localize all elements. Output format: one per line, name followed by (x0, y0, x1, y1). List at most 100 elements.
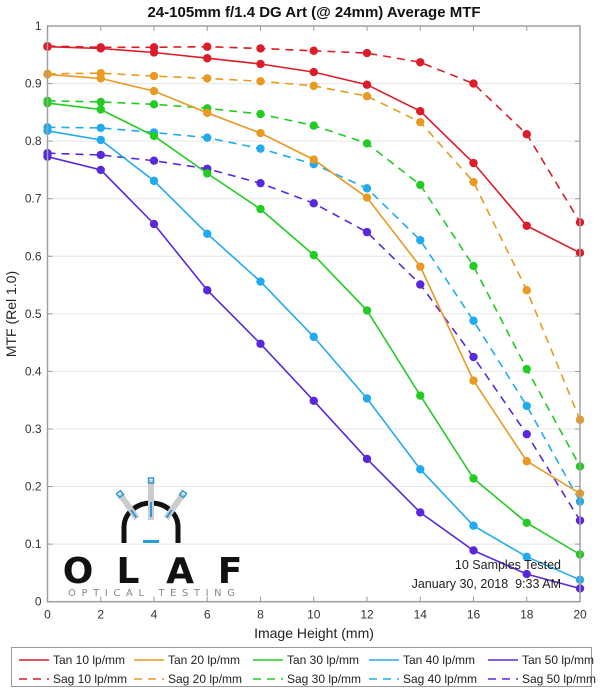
data-point (469, 261, 478, 271)
data-point (256, 128, 265, 138)
legend-item: Tan 50 lp/mm (488, 653, 594, 667)
data-point (203, 108, 212, 118)
legend-label: Sag 20 lp/mm (168, 672, 242, 686)
legend-item: Sag 10 lp/mm (19, 672, 127, 686)
data-point (522, 221, 531, 230)
data-point (149, 71, 159, 81)
legend-item: Tan 20 lp/mm (134, 653, 240, 667)
x-axis-label: Image Height (mm) (254, 625, 374, 641)
y-tick-label: 0.3 (25, 422, 42, 436)
x-tick-label: 2 (97, 608, 104, 622)
data-point (203, 42, 212, 51)
date-annotation: January 30, 2018 9:33 AM (412, 577, 561, 591)
data-point (416, 180, 425, 190)
legend-item: Sag 50 lp/mm (488, 672, 596, 686)
data-point (469, 177, 478, 187)
legend-label: Sag 50 lp/mm (522, 672, 596, 686)
data-point (149, 219, 159, 229)
y-axis-label: MTF (Rel 1.0) (3, 271, 19, 357)
data-point (256, 144, 265, 153)
data-point (522, 569, 531, 579)
y-tick-label: 0.1 (25, 537, 42, 551)
data-point (522, 457, 531, 466)
data-point (149, 86, 159, 96)
data-point (362, 394, 372, 403)
data-point (362, 139, 372, 148)
data-point (96, 150, 105, 160)
data-point (522, 401, 531, 411)
legend-item: Tan 40 lp/mm (369, 653, 475, 667)
data-point (416, 58, 425, 67)
x-tick-label: 4 (151, 608, 158, 622)
data-point (309, 396, 318, 405)
series-tan-20-lp-mm (43, 70, 585, 498)
data-point (203, 229, 212, 239)
legend: Tan 10 lp/mm Tan 20 lp/mm Tan 30 lp/mm Tan … (11, 647, 596, 687)
series-tan-50-lp-mm (43, 152, 585, 593)
y-tick-label: 0.2 (25, 480, 42, 494)
data-point (309, 199, 318, 208)
samples-annotation: 10 Samples Tested (455, 558, 561, 572)
chart-title: 24-105mm f/1.4 DG Art (@ 24mm) Average M… (147, 4, 480, 21)
data-point (256, 59, 265, 69)
data-point (149, 176, 159, 186)
legend-label: Sag 10 lp/mm (53, 672, 127, 686)
logo-subtitle: OPTICAL TESTING (68, 588, 241, 599)
data-point (469, 316, 478, 325)
data-point (522, 364, 531, 374)
data-point (256, 178, 265, 188)
data-point (309, 250, 318, 260)
x-tick-label: 10 (307, 608, 321, 622)
data-point (203, 169, 212, 178)
legend-label: Sag 40 lp/mm (403, 672, 477, 686)
data-point (416, 107, 425, 116)
x-tick-label: 20 (573, 608, 587, 622)
series-group (43, 41, 585, 593)
x-tick-label: 14 (414, 608, 428, 622)
data-point (96, 105, 105, 114)
data-point (522, 429, 531, 439)
data-point (96, 44, 105, 53)
data-point (469, 474, 478, 483)
data-point (362, 193, 372, 202)
y-tick-label: 0.9 (25, 77, 42, 91)
x-tick-label: 8 (257, 608, 264, 622)
olaf-logo: O L A F OPTICAL TESTING (63, 477, 243, 599)
data-point (309, 121, 318, 130)
data-point (149, 48, 159, 57)
logo-letter: A (166, 551, 194, 592)
data-point (203, 133, 212, 142)
series-sag-40-lp-mm (43, 123, 585, 506)
data-point (416, 391, 425, 400)
data-point (96, 135, 105, 145)
data-point (203, 74, 212, 83)
axis-ticks: 00.10.20.30.40.50.60.70.80.910 2 4 6 8 10 12 14… (25, 19, 587, 622)
x-tick-label: 6 (204, 608, 211, 622)
x-tick-label: 12 (360, 608, 374, 622)
data-point (203, 286, 212, 295)
data-point (256, 77, 265, 86)
data-point (522, 286, 531, 295)
y-tick-label: 0.7 (25, 192, 42, 206)
data-point (309, 46, 318, 55)
data-point (203, 54, 212, 63)
logo-letter: F (218, 551, 243, 592)
data-point (96, 165, 105, 175)
logo-letter: O (63, 551, 94, 592)
y-tick-label: 0.6 (25, 249, 42, 263)
series-tan-40-lp-mm (43, 126, 585, 585)
x-tick-label: 0 (44, 608, 51, 622)
data-point (362, 184, 372, 193)
data-point (416, 280, 425, 289)
data-point (522, 130, 531, 139)
data-point (469, 521, 478, 530)
legend-label: Tan 40 lp/mm (403, 653, 475, 667)
data-point (469, 376, 478, 385)
legend-item: Sag 40 lp/mm (369, 672, 477, 686)
legend-item: Sag 30 lp/mm (253, 672, 361, 686)
data-point (149, 100, 159, 109)
series-line (47, 45, 581, 254)
data-point (416, 508, 425, 517)
legend-label: Tan 50 lp/mm (522, 653, 594, 667)
